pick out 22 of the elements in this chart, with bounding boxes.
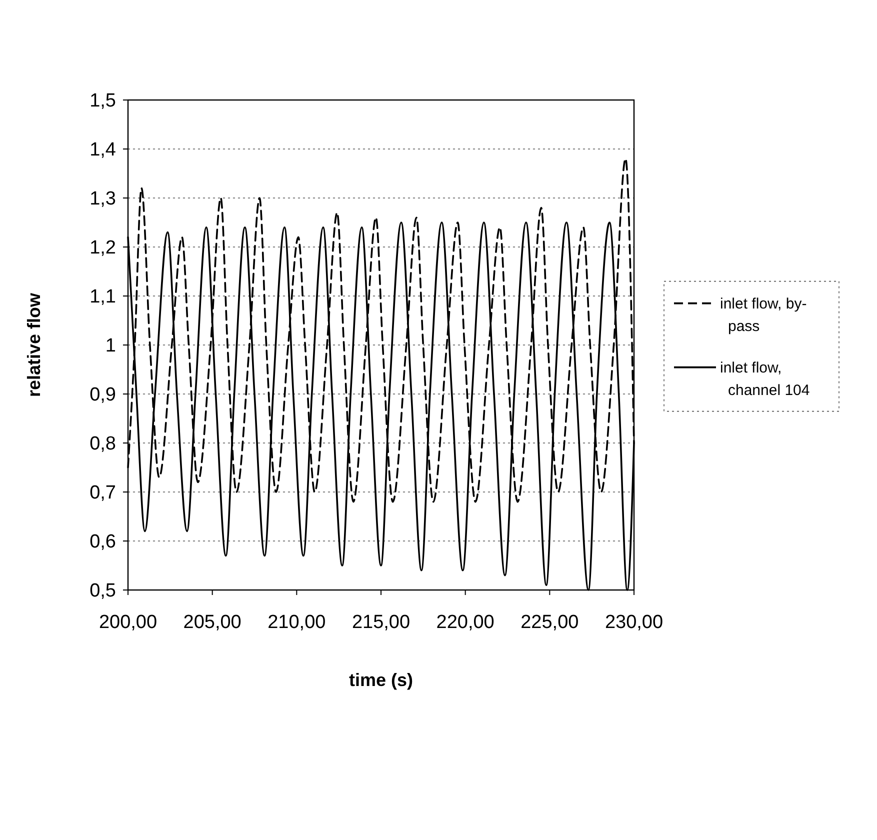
y-tick-label: 0,8 (90, 434, 116, 455)
x-tick-label: 225,00 (520, 612, 579, 633)
y-tick-label: 0,7 (90, 482, 116, 504)
y-tick-label: 1,4 (90, 140, 116, 161)
y-tick-label: 0,5 (90, 580, 116, 602)
y-tick-label: 0,6 (90, 532, 116, 553)
x-axis-title: time (s) (348, 670, 414, 690)
x-tick-label: 200,00 (98, 612, 158, 633)
y-tick-label: 1,2 (90, 238, 116, 259)
legend-label: inlet flow, by-pass (720, 296, 807, 336)
y-axis-title: relative flow (24, 292, 44, 398)
x-tick-label: 220,00 (436, 612, 494, 633)
legend-label: inlet flow, channel 104 (720, 360, 810, 400)
y-tick-label: 1 (105, 336, 116, 357)
y-tick-label: 1,3 (90, 188, 116, 210)
x-tick-label: 215,00 (352, 612, 410, 633)
y-tick-label: 1,5 (90, 90, 116, 112)
x-tick-label: 210,00 (268, 612, 326, 633)
x-tick-label: 230,00 (604, 612, 664, 633)
y-tick-label: 0,9 (90, 384, 116, 406)
x-tick-label: 205,00 (183, 612, 242, 633)
y-tick-label: 1,1 (90, 286, 116, 308)
